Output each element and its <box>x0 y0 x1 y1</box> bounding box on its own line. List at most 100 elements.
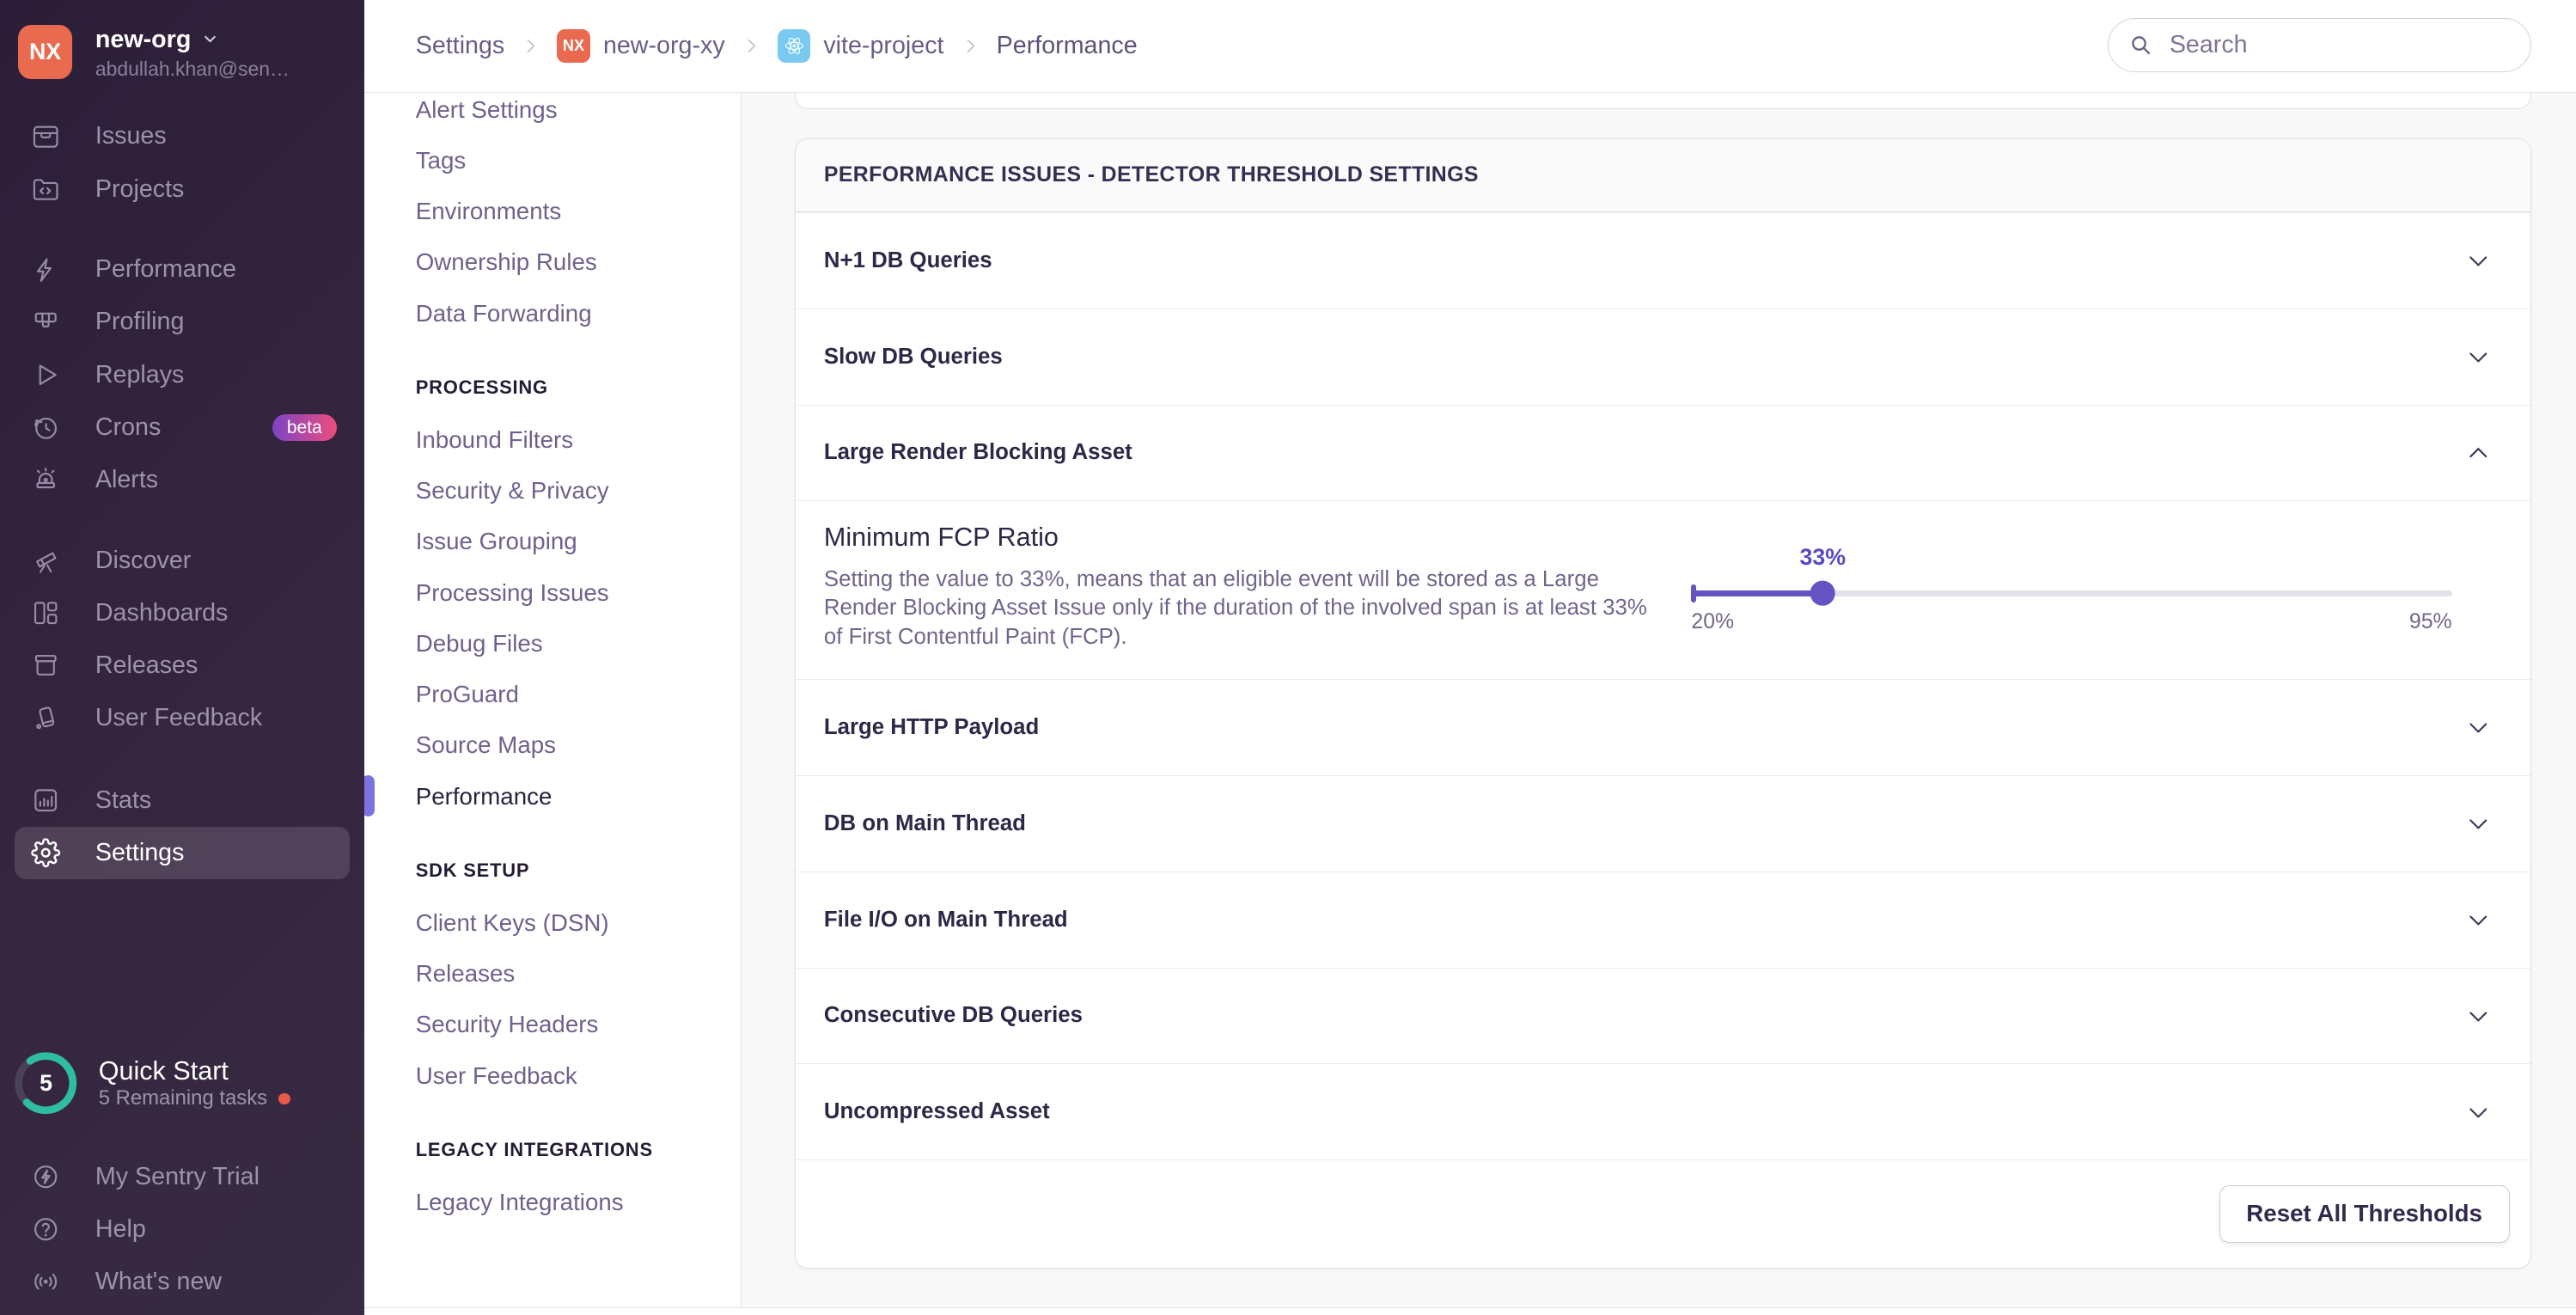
org-email: abdullah.khan@sen… <box>95 57 290 80</box>
discover-icon <box>31 546 60 575</box>
sidebar-item-discover[interactable]: Discover <box>0 535 364 587</box>
search-input[interactable] <box>2166 29 2515 61</box>
breadcrumb-project[interactable]: vite-project <box>777 29 944 63</box>
quick-start-widget[interactable]: 5 Quick Start 5 Remaining tasks <box>0 1047 364 1119</box>
breadcrumb-organization[interactable]: NX new-org-xy <box>557 29 725 63</box>
sidebar-item-my-sentry-trial[interactable]: My Sentry Trial <box>0 1150 364 1202</box>
chevron-right-icon <box>961 36 980 56</box>
horizontal-scrollbar-track[interactable] <box>364 1306 2576 1315</box>
accordion-row-file-io-on-main-thread[interactable]: File I/O on Main Thread <box>796 871 2531 968</box>
sidebar-item-label: Alerts <box>95 465 159 493</box>
sidebar-item-releases[interactable]: Releases <box>0 639 364 692</box>
sidebar-item-help[interactable]: Help <box>0 1203 364 1256</box>
settings-subnav: Alert Settings Tags Environments Ownersh… <box>364 92 742 1315</box>
stats-icon <box>31 786 60 815</box>
quick-start-progress-ring: 5 <box>13 1050 78 1116</box>
settings-nav-security-headers[interactable]: Security Headers <box>415 1011 599 1038</box>
settings-nav-inbound-filters[interactable]: Inbound Filters <box>415 425 574 453</box>
breadcrumb-performance[interactable]: Performance <box>996 32 1138 60</box>
sidebar-item-settings[interactable]: Settings <box>15 826 351 879</box>
issues-icon <box>31 122 60 151</box>
search-icon <box>2128 33 2153 58</box>
accordion-row-db-on-main-thread[interactable]: DB on Main Thread <box>796 774 2531 872</box>
settings-nav-performance[interactable]: Performance <box>364 771 741 822</box>
slider-start-cap <box>1691 584 1697 602</box>
sidebar-item-crons[interactable]: Crons beta <box>0 401 364 454</box>
chevron-up-icon <box>2465 440 2492 467</box>
accordion-row-large-http-payload[interactable]: Large HTTP Payload <box>796 678 2531 775</box>
settings-nav-ownership-rules[interactable]: Ownership Rules <box>415 248 597 276</box>
sidebar-item-label: Profiling <box>95 308 185 336</box>
settings-nav-alert-settings[interactable]: Alert Settings <box>415 95 558 123</box>
slider-min-label: 20% <box>1691 609 1735 633</box>
settings-nav-releases[interactable]: Releases <box>415 960 516 988</box>
reset-all-thresholds-button[interactable]: Reset All Thresholds <box>2219 1185 2510 1243</box>
sidebar-item-profiling[interactable]: Profiling <box>0 296 364 348</box>
main-content: PERFORMANCE ISSUES - DETECTOR THRESHOLD … <box>741 92 2576 1315</box>
quick-start-title: Quick Start <box>98 1055 229 1086</box>
slider-track[interactable] <box>1691 590 2452 597</box>
settings-nav-tags[interactable]: Tags <box>415 146 467 174</box>
settings-nav-legacy-integrations[interactable]: Legacy Integrations <box>415 1188 624 1215</box>
sidebar-item-label: Help <box>95 1214 146 1243</box>
sidebar-item-alerts[interactable]: Alerts <box>0 454 364 506</box>
performance-icon <box>31 255 60 284</box>
settings-nav-proguard[interactable]: ProGuard <box>415 681 519 708</box>
sidebar-item-projects[interactable]: Projects <box>0 162 364 215</box>
settings-nav-user-feedback[interactable]: User Feedback <box>415 1061 577 1089</box>
sidebar-item-label: Discover <box>95 546 192 574</box>
chevron-down-icon <box>2465 810 2492 837</box>
sidebar-item-label: My Sentry Trial <box>95 1162 259 1190</box>
settings-nav-issue-grouping[interactable]: Issue Grouping <box>415 528 577 555</box>
chevron-down-icon <box>2465 344 2492 370</box>
sidebar-item-label: Projects <box>95 174 185 203</box>
settings-nav-processing-issues[interactable]: Processing Issues <box>415 578 609 606</box>
accordion-row-large-render-blocking-asset[interactable]: Large Render Blocking Asset <box>796 404 2531 501</box>
settings-nav-client-keys[interactable]: Client Keys (DSN) <box>415 908 609 936</box>
accordion-row-uncompressed-asset[interactable]: Uncompressed Asset <box>796 1063 2531 1160</box>
sidebar-item-stats[interactable]: Stats <box>0 774 364 827</box>
settings-nav-source-maps[interactable]: Source Maps <box>415 731 557 759</box>
quick-start-subtitle: 5 Remaining tasks <box>98 1086 268 1110</box>
settings-nav-debug-files[interactable]: Debug Files <box>415 629 543 657</box>
sidebar-item-issues[interactable]: Issues <box>0 110 364 162</box>
beta-badge: beta <box>272 413 337 441</box>
help-icon <box>31 1214 60 1244</box>
sidebar-item-replays[interactable]: Replays <box>0 349 364 401</box>
settings-nav-environments[interactable]: Environments <box>415 198 562 225</box>
sidebar-item-label: User Feedback <box>95 704 263 732</box>
org-name: new-org <box>95 25 192 53</box>
quick-start-count: 5 <box>40 1069 52 1096</box>
replays-icon <box>31 360 60 389</box>
accordion-row-n1-db-queries[interactable]: N+1 DB Queries <box>796 211 2531 309</box>
panel-footer: Reset All Thresholds <box>796 1159 2531 1268</box>
sidebar-item-performance[interactable]: Performance <box>0 243 364 296</box>
sidebar-item-label: What's new <box>95 1267 223 1295</box>
notification-dot <box>278 1092 290 1104</box>
active-nav-indicator <box>364 775 375 817</box>
chevron-down-icon <box>201 30 219 48</box>
sidebar-item-label: Crons <box>95 413 162 441</box>
breadcrumb-settings[interactable]: Settings <box>415 32 505 60</box>
settings-nav-security-privacy[interactable]: Security & Privacy <box>415 477 609 505</box>
broadcast-icon <box>31 1267 60 1296</box>
accordion-row-slow-db-queries[interactable]: Slow DB Queries <box>796 308 2531 405</box>
user-feedback-icon <box>31 703 60 732</box>
sidebar-item-whats-new[interactable]: What's new <box>0 1256 364 1308</box>
accordion-row-consecutive-db-queries[interactable]: Consecutive DB Queries <box>796 967 2531 1064</box>
settings-nav-section-sdk-setup: SDK SETUP <box>415 859 530 881</box>
panel-title: PERFORMANCE ISSUES - DETECTOR THRESHOLD … <box>796 138 2531 212</box>
settings-nav-section-processing: PROCESSING <box>415 376 548 398</box>
slider-thumb[interactable] <box>1810 581 1835 606</box>
chevron-down-icon <box>2465 1099 2492 1126</box>
search-box <box>2108 18 2532 73</box>
chevron-right-icon <box>521 36 540 56</box>
breadcrumb: Settings NX new-org-xy vite-project <box>415 29 1138 63</box>
org-switcher[interactable]: NX new-org abdullah.khan@sen… <box>0 0 364 81</box>
sidebar-item-user-feedback[interactable]: User Feedback <box>0 692 364 744</box>
settings-nav-data-forwarding[interactable]: Data Forwarding <box>415 299 592 327</box>
slider-max-label: 95% <box>2408 609 2452 633</box>
sidebar-item-dashboards[interactable]: Dashboards <box>0 587 364 639</box>
fcp-ratio-slider: 33% 20% 95% <box>1691 501 2452 678</box>
